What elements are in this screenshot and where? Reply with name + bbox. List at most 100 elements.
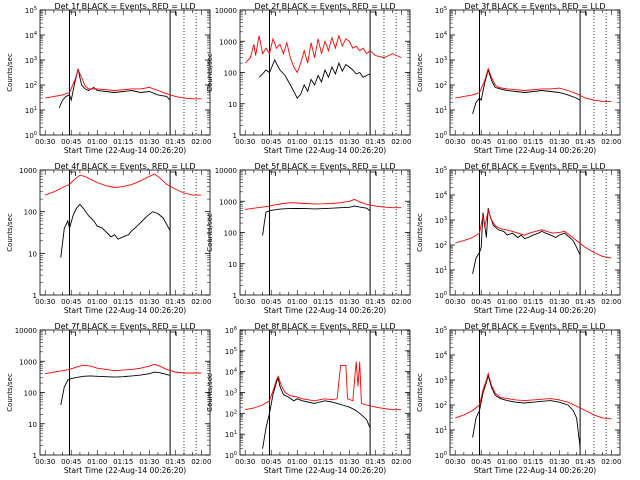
y-tick-label: 10000: [215, 7, 237, 15]
time-marker-flag: [479, 331, 486, 336]
time-marker-flag: [269, 11, 276, 16]
y-tick-label: 102: [435, 81, 447, 90]
time-marker-flag: [69, 331, 76, 336]
x-tick-label: 01:00: [287, 298, 307, 306]
x-axis-label: Start Time (22-Aug-14 00:26:20): [474, 146, 596, 155]
y-tick-label: 100: [225, 451, 237, 460]
time-marker-flag: [580, 11, 587, 16]
plot-frame: [239, 169, 411, 296]
panel-title: Det 4f BLACK = Events, RED = LLD: [54, 162, 195, 171]
time-marker-flag: [269, 331, 276, 336]
x-tick-label: 00:30: [35, 298, 55, 306]
x-tick-label: 01:30: [139, 138, 159, 146]
y-tick-label: 100: [435, 291, 447, 300]
x-tick-label: 01:00: [497, 458, 517, 466]
x-tick-label: 02:00: [391, 458, 411, 466]
x-tick-label: 02:00: [601, 458, 621, 466]
y-tick-label: 103: [225, 389, 237, 398]
detector-panel: Det 3f BLACK = Events, RED = LLD 100 101 10…: [416, 2, 621, 155]
y-axis-label: Counts/sec: [416, 213, 424, 252]
x-tick-label: 01:30: [549, 298, 569, 306]
x-tick-label: 01:30: [339, 458, 359, 466]
y-tick-label: 105: [435, 326, 447, 335]
y-tick-label: 104: [435, 31, 447, 40]
panel-title: Det 8f BLACK = Events, RED = LLD: [254, 322, 395, 331]
x-tick-label: 01:15: [113, 298, 133, 306]
time-marker-flag: [170, 11, 177, 16]
y-tick-label: 100: [224, 70, 237, 78]
series-events-line: [258, 59, 371, 99]
x-tick-label: 01:45: [165, 138, 185, 146]
x-tick-label: 02:00: [191, 138, 211, 146]
panel-title: Det 3f BLACK = Events, RED = LLD: [464, 2, 605, 11]
x-tick-label: 01:45: [165, 298, 185, 306]
series-lld-line: [45, 363, 202, 375]
x-tick-label: 02:00: [601, 298, 621, 306]
x-tick-label: 00:30: [235, 298, 255, 306]
x-tick-label: 01:30: [549, 458, 569, 466]
y-tick-label: 103: [435, 216, 447, 225]
x-tick-label: 01:15: [313, 138, 333, 146]
y-axis-label: Counts/sec: [206, 213, 214, 252]
series-events-line: [262, 205, 371, 236]
plot-frame: [449, 169, 621, 296]
x-tick-label: 00:30: [445, 298, 465, 306]
series-events-line: [262, 376, 371, 449]
detector-panel: Det 9f BLACK = Events, RED = LLD 100 101 10…: [416, 322, 621, 475]
y-tick-label: 10: [28, 421, 37, 429]
time-marker-flag: [269, 171, 276, 176]
y-tick-label: 101: [435, 266, 447, 275]
y-tick-label: 105: [435, 166, 447, 175]
x-tick-label: 01:15: [313, 298, 333, 306]
y-tick-label: 103: [435, 376, 447, 385]
panel-title: Det 7f BLACK = Events, RED = LLD: [54, 322, 195, 331]
detector-panel: Det 7f BLACK = Events, RED = LLD 1 10 100 10…: [6, 322, 211, 475]
y-tick-label: 1: [233, 292, 237, 300]
y-tick-label: 103: [435, 56, 447, 65]
panel-title: Det 5f BLACK = Events, RED = LLD: [254, 162, 395, 171]
y-tick-label: 102: [25, 81, 37, 90]
plot-frame: [239, 9, 411, 136]
time-marker-flag: [370, 11, 377, 16]
x-tick-label: 00:45: [61, 458, 81, 466]
x-tick-label: 00:45: [471, 458, 491, 466]
series-lld-line: [455, 67, 612, 102]
time-marker-flag: [170, 171, 177, 176]
x-tick-label: 01:45: [165, 458, 185, 466]
y-tick-label: 10000: [15, 327, 37, 335]
y-tick-label: 1000: [219, 198, 237, 206]
plot-frame: [449, 329, 621, 456]
y-tick-label: 10: [228, 101, 237, 109]
x-tick-label: 00:45: [261, 298, 281, 306]
y-tick-label: 100: [435, 131, 447, 140]
x-axis-label: Start Time (22-Aug-14 00:26:20): [264, 466, 386, 475]
detector-panel: Det 4f BLACK = Events, RED = LLD 1 10 100 10…: [6, 162, 211, 315]
detector-panel: Det 2f BLACK = Events, RED = LLD 1 10 100 10…: [206, 2, 411, 155]
time-marker-flag: [370, 171, 377, 176]
y-tick-label: 100: [24, 209, 37, 217]
series-events-line: [60, 371, 171, 405]
x-tick-label: 01:00: [497, 298, 517, 306]
x-axis-label: Start Time (22-Aug-14 00:26:20): [264, 146, 386, 155]
y-tick-label: 101: [435, 106, 447, 115]
series-lld-line: [45, 68, 202, 100]
x-tick-label: 01:30: [339, 138, 359, 146]
y-tick-label: 1: [33, 292, 37, 300]
y-axis-label: Counts/sec: [6, 213, 14, 252]
x-tick-label: 01:30: [549, 138, 569, 146]
plot-frame: [449, 9, 621, 136]
y-tick-label: 1: [233, 132, 237, 140]
y-tick-label: 105: [25, 6, 37, 15]
x-tick-label: 01:00: [287, 138, 307, 146]
y-tick-label: 105: [225, 347, 237, 356]
x-tick-label: 00:30: [235, 138, 255, 146]
x-tick-label: 00:45: [61, 138, 81, 146]
y-tick-label: 100: [224, 230, 237, 238]
x-axis-label: Start Time (22-Aug-14 00:26:20): [64, 466, 186, 475]
x-tick-label: 02:00: [391, 298, 411, 306]
y-axis-label: Counts/sec: [206, 373, 214, 412]
y-tick-label: 1000: [19, 167, 37, 175]
y-tick-label: 102: [435, 401, 447, 410]
y-tick-label: 101: [25, 106, 37, 115]
